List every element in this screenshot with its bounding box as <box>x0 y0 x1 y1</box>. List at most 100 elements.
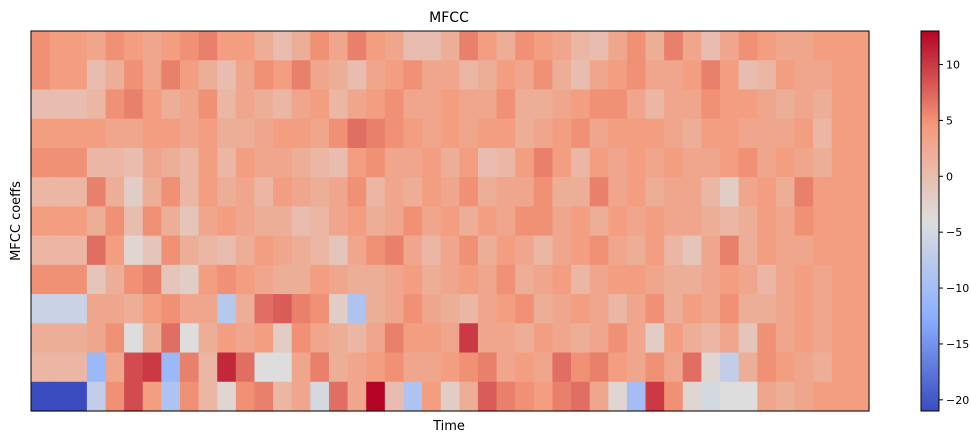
heatmap-cell <box>235 352 256 383</box>
heatmap-cell <box>440 89 460 120</box>
heatmap-cell <box>571 60 591 91</box>
heatmap-cell <box>310 323 330 354</box>
heatmap-cell <box>496 31 516 61</box>
heatmap-cell <box>254 352 274 383</box>
heatmap-cell <box>328 294 349 324</box>
heatmap-cell <box>440 264 460 295</box>
heatmap-cell <box>161 147 181 178</box>
heatmap-cell <box>105 352 125 383</box>
heatmap-cell <box>459 89 479 120</box>
heatmap-cell <box>179 118 200 149</box>
heatmap-cell <box>664 294 684 324</box>
heatmap-cell <box>235 323 256 354</box>
heatmap-cell <box>831 206 851 237</box>
heatmap-cell <box>738 352 758 383</box>
heatmap-cell <box>422 235 442 266</box>
heatmap-cell <box>254 89 274 120</box>
heatmap-cell <box>794 89 814 120</box>
heatmap-cell <box>608 323 628 354</box>
heatmap-cell <box>403 31 423 61</box>
heatmap-cell <box>291 264 311 295</box>
heatmap-cell <box>273 118 293 149</box>
heatmap-cell <box>161 381 181 412</box>
heatmap-cell <box>179 294 200 324</box>
heatmap-cell <box>794 147 814 178</box>
heatmap-cell <box>496 147 516 178</box>
heatmap-cell <box>384 264 405 295</box>
heatmap-cell <box>831 264 851 295</box>
heatmap-cell <box>664 89 684 120</box>
heatmap-cell <box>440 206 460 237</box>
heatmap-cell <box>347 89 367 120</box>
heatmap-cell <box>49 206 69 237</box>
heatmap-cell <box>850 118 870 149</box>
heatmap-cell <box>179 264 200 295</box>
heatmap-cell <box>422 352 442 383</box>
heatmap-cell <box>86 147 107 178</box>
heatmap-cell <box>347 264 367 295</box>
heatmap-cell <box>310 352 330 383</box>
heatmap-cell <box>217 31 237 61</box>
heatmap-cell <box>347 60 367 91</box>
heatmap-cell <box>68 60 88 91</box>
heatmap-cell <box>142 31 162 61</box>
heatmap-cell <box>775 323 796 354</box>
heatmap-cell <box>496 381 516 412</box>
heatmap-cell <box>235 235 256 266</box>
heatmap-cell <box>571 118 591 149</box>
heatmap-cell <box>738 147 758 178</box>
heatmap-cell <box>422 323 442 354</box>
heatmap-cell <box>831 147 851 178</box>
heatmap-cell <box>645 294 665 324</box>
heatmap-cell <box>515 89 535 120</box>
heatmap-cell <box>496 294 516 324</box>
heatmap-cell <box>142 147 162 178</box>
heatmap-cell <box>422 147 442 178</box>
heatmap-cell <box>850 177 870 207</box>
heatmap-cell <box>533 352 554 383</box>
heatmap-cell <box>347 118 367 149</box>
heatmap-cell <box>347 381 367 412</box>
heatmap-cell <box>626 206 647 237</box>
heatmap-cell <box>589 177 609 207</box>
heatmap-cell <box>366 206 386 237</box>
heatmap-cell <box>571 206 591 237</box>
heatmap-cell <box>645 381 665 412</box>
heatmap-cell <box>589 381 609 412</box>
heatmap-cell <box>571 177 591 207</box>
heatmap-cell <box>217 206 237 237</box>
heatmap-cell <box>813 60 833 91</box>
heatmap-cell <box>645 177 665 207</box>
heatmap-cell <box>757 352 777 383</box>
heatmap-cell <box>757 381 777 412</box>
heatmap-cell <box>701 89 721 120</box>
heatmap-cell <box>366 118 386 149</box>
heatmap-cell <box>68 206 88 237</box>
heatmap-cell <box>86 264 107 295</box>
heatmap-cell <box>440 118 460 149</box>
heatmap-cell <box>626 177 647 207</box>
heatmap-cell <box>142 60 162 91</box>
heatmap-cell <box>552 323 572 354</box>
heatmap-cell <box>608 89 628 120</box>
heatmap-cell <box>645 206 665 237</box>
heatmap-cell <box>589 323 609 354</box>
heatmap-cell <box>589 264 609 295</box>
heatmap-cell <box>552 294 572 324</box>
heatmap-cell <box>831 89 851 120</box>
heatmap-cell <box>831 60 851 91</box>
heatmap-cell <box>347 294 367 324</box>
heatmap-cell <box>645 31 665 61</box>
heatmap-cell <box>533 147 554 178</box>
heatmap-cell <box>161 60 181 91</box>
heatmap-cell <box>459 206 479 237</box>
heatmap-cell <box>31 31 51 61</box>
heatmap-cell <box>682 381 702 412</box>
heatmap-cell <box>533 323 554 354</box>
heatmap-cell <box>328 381 349 412</box>
heatmap-cell <box>813 264 833 295</box>
heatmap-cell <box>496 89 516 120</box>
heatmap-cell <box>720 60 740 91</box>
heatmap-cell <box>31 147 51 178</box>
heatmap-cell <box>273 323 293 354</box>
